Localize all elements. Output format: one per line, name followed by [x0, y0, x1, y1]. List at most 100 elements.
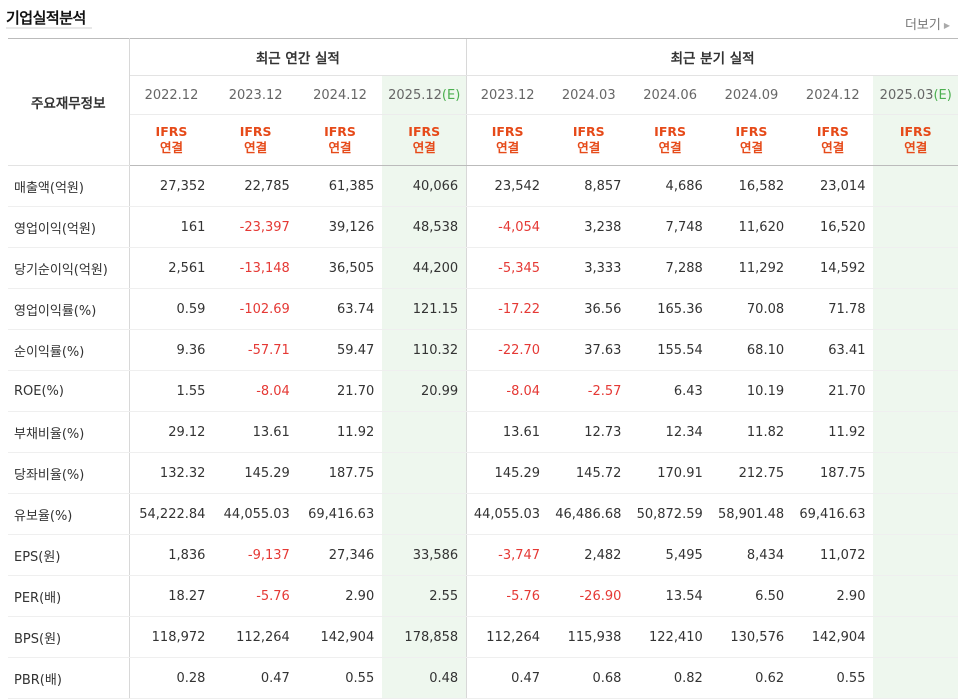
table-row: 부채비율(%) 29.12 13.61 11.92 13.61 12.73 12.34 11.…: [8, 411, 958, 453]
table-cell: 40,066: [382, 165, 467, 207]
table-cell: 1,836: [129, 534, 214, 576]
title-underline: [6, 27, 92, 29]
table-cell: 0.47: [213, 657, 298, 699]
consolidated-label: 연결: [904, 140, 928, 155]
period-label: 2024.09: [724, 87, 779, 103]
consolidated-label: 연결: [658, 140, 682, 155]
row-label: EPS(원): [8, 534, 130, 576]
table-cell: 16,582: [710, 165, 793, 207]
table-row: 당좌비율(%) 132.32 145.29 187.75 145.29 145.72 170…: [8, 452, 958, 494]
row-label: 당기순이익(억원): [8, 247, 130, 289]
period-header: 2024.06: [629, 75, 711, 115]
row-label: BPS(원): [8, 616, 130, 658]
table-cell: 187.75: [792, 452, 874, 494]
table-cell: 11.92: [792, 411, 874, 453]
table-cell: 37.63: [548, 329, 630, 371]
table-cell: [382, 411, 467, 453]
table-cell: 9.36: [129, 329, 214, 371]
table-cell: 112,264: [466, 616, 549, 658]
table-cell: 36.56: [548, 288, 630, 330]
table-cell: 2.90: [297, 575, 383, 617]
period-header: 2023.12: [466, 75, 549, 115]
more-link-label[interactable]: 더보기: [904, 18, 941, 33]
table-cell: 21.70: [792, 370, 874, 412]
table-cell: 21.70: [297, 370, 383, 412]
table-cell: 118,972: [129, 616, 214, 658]
table-cell: 145.29: [213, 452, 298, 494]
table-cell: 4,686: [629, 165, 711, 207]
table-cell: [873, 411, 958, 453]
consolidated-label: 연결: [496, 140, 520, 155]
table-cell: 71.78: [792, 288, 874, 330]
ifrs-header: IFRS 연결: [382, 114, 467, 166]
table-cell: 0.55: [297, 657, 383, 699]
table-cell: 2,561: [129, 247, 214, 289]
caret-right-icon: ▶: [943, 21, 950, 30]
table-cell: 69,416.63: [297, 493, 383, 535]
ifrs-label: IFRS: [324, 124, 356, 139]
table-cell: 61,385: [297, 165, 383, 207]
annual-group-header: 최근 연간 실적: [129, 38, 467, 76]
table-cell: 50,872.59: [629, 493, 711, 535]
table-cell: 155.54: [629, 329, 711, 371]
table-cell: 161: [129, 206, 214, 248]
ifrs-label: IFRS: [155, 124, 188, 139]
table-cell: -13,148: [213, 247, 298, 289]
period-label: 2024.12: [805, 87, 860, 103]
table-row: 유보율(%) 54,222.84 44,055.03 69,416.63 44,055.…: [8, 493, 958, 535]
table-cell: -4,054: [466, 206, 549, 248]
table-cell: 20.99: [382, 370, 467, 412]
table-cell: 58,901.48: [710, 493, 793, 535]
table-cell: 145.29: [466, 452, 549, 494]
table-cell: 48,538: [382, 206, 467, 248]
period-label: 2024.03: [561, 87, 616, 103]
period-header: 2025.12(E): [382, 75, 467, 115]
period-label: 2025.12: [388, 87, 442, 103]
table-cell: 22,785: [213, 165, 298, 207]
table-cell: 3,333: [548, 247, 630, 289]
table-cell: 59.47: [297, 329, 383, 371]
period-header: 2023.12: [213, 75, 298, 115]
table-cell: 27,352: [129, 165, 214, 207]
table-cell: 12.34: [629, 411, 711, 453]
ifrs-label: IFRS: [735, 124, 768, 139]
estimate-mark: (E): [933, 87, 952, 103]
ifrs-label: IFRS: [899, 124, 932, 139]
table-cell: [873, 206, 958, 248]
table-row: ROE(%) 1.55 -8.04 21.70 20.99 -8.04 -2.57 6.43 1…: [8, 370, 958, 412]
row-label: PER(배): [8, 575, 130, 617]
ifrs-label: IFRS: [654, 124, 686, 139]
section-header: 기업실적분석 더보기 ▶: [0, 0, 960, 38]
row-label: 당좌비율(%): [8, 452, 130, 494]
table-cell: [873, 370, 958, 412]
table-cell: 11.92: [297, 411, 383, 453]
period-header: 2025.03(E): [873, 75, 958, 115]
ifrs-header: IFRS 연결: [710, 114, 793, 166]
table-cell: -8.04: [466, 370, 549, 412]
table-cell: -9,137: [213, 534, 298, 576]
table-cell: 10.19: [710, 370, 793, 412]
table-row: 영업이익(억원) 161 -23,397 39,126 48,538 -4,054 3,23…: [8, 206, 958, 248]
table-cell: 2.90: [792, 575, 874, 617]
table-cell: 33,586: [382, 534, 467, 576]
table-cell: [873, 493, 958, 535]
consolidated-label: 연결: [739, 140, 763, 155]
table-cell: [382, 493, 467, 535]
row-label: 매출액(억원): [8, 165, 130, 207]
table-cell: 13.54: [629, 575, 711, 617]
table-cell: -2.57: [548, 370, 630, 412]
table-cell: 0.48: [382, 657, 467, 699]
table-cell: [873, 165, 958, 207]
row-label: 부채비율(%): [8, 411, 130, 453]
table-cell: 132.32: [129, 452, 214, 494]
ifrs-label: IFRS: [572, 124, 605, 139]
row-label: ROE(%): [8, 370, 130, 412]
more-link[interactable]: 더보기 ▶: [905, 14, 950, 33]
period-header: 2024.09: [710, 75, 793, 115]
table-cell: [873, 329, 958, 371]
ifrs-label: IFRS: [491, 124, 524, 139]
row-label: 유보율(%): [8, 493, 130, 535]
table-cell: [382, 452, 467, 494]
table-cell: 44,200: [382, 247, 467, 289]
table-cell: 122,410: [629, 616, 711, 658]
